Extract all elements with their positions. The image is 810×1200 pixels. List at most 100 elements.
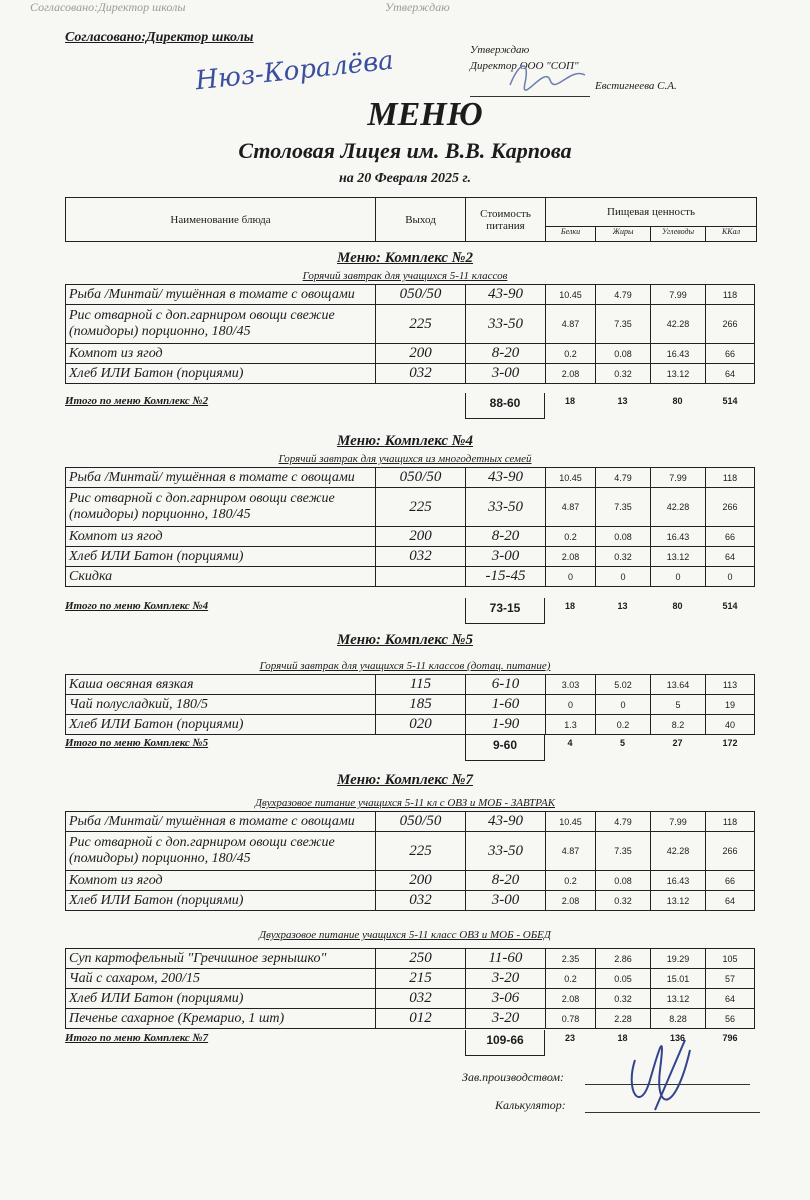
dish-name: Чай с сахаром, 200/15: [66, 969, 376, 988]
table-row: Компот из ягод 200 8-20 0.2 0.08 16.43 66: [65, 527, 755, 547]
table-row: Рис отварной с доп.гарниром овощи свежие…: [65, 488, 755, 527]
table-row: Рыба /Минтай/ тушённая в томате с овощам…: [65, 812, 755, 832]
dish-fat: 0: [596, 567, 651, 586]
table-row: Чай полусладкий, 180/5 185 1-60 0 0 5 19: [65, 695, 755, 715]
dish-name: Печенье сахарное (Кремарио, 1 шт): [66, 1009, 376, 1028]
dish-fat: 0.08: [596, 527, 651, 546]
dish-yield: 225: [376, 305, 466, 343]
table-row: Компот из ягод 200 8-20 0.2 0.08 16.43 66: [65, 871, 755, 891]
dish-kcal: 66: [706, 527, 755, 546]
dish-protein: 10.45: [546, 468, 596, 487]
dish-kcal: 0: [706, 567, 755, 586]
total-protein: 18: [564, 601, 575, 611]
dish-carbs: 16.43: [651, 344, 706, 363]
dish-name: Каша овсяная вязкая: [66, 675, 376, 694]
dish-fat: 2.86: [596, 949, 651, 968]
total-cost: 9-60: [465, 735, 545, 761]
dish-name: Хлеб ИЛИ Батон (порциями): [66, 364, 376, 383]
header-nutrition-label: Пищевая ценность: [546, 198, 756, 227]
total-carbs: 27: [672, 738, 683, 748]
dish-name: Рыба /Минтай/ тушённая в томате с овощам…: [66, 812, 376, 831]
table-row: Компот из ягод 200 8-20 0.2 0.08 16.43 66: [65, 344, 755, 364]
calculator-signature-line: [585, 1112, 760, 1113]
dish-protein: 1.3: [546, 715, 596, 734]
table-row: Скидка -15-45 0 0 0 0: [65, 567, 755, 587]
dish-cost: 3-00: [466, 891, 546, 910]
dish-fat: 0.32: [596, 891, 651, 910]
total-label: Итого по меню Комплекс №4: [65, 600, 209, 612]
dish-kcal: 57: [706, 969, 755, 988]
dish-protein: 2.08: [546, 891, 596, 910]
table-row: Рыба /Минтай/ тушённая в томате с овощам…: [65, 468, 755, 488]
dish-cost: 33-50: [466, 305, 546, 343]
table-row: Хлеб ИЛИ Батон (порциями) 032 3-00 2.08 0.32…: [65, 547, 755, 567]
approval-right-line1: Утверждаю: [470, 44, 530, 56]
dish-protein: 0: [546, 695, 596, 714]
section-title: Меню: Комплекс №4: [337, 433, 473, 449]
signature-line: [470, 96, 590, 97]
dish-kcal: 40: [706, 715, 755, 734]
dish-protein: 0.78: [546, 1009, 596, 1028]
block-subtitle: Двухразовое питание учащихся 5-11 кл с О…: [254, 797, 556, 809]
dish-carbs: 42.28: [651, 488, 706, 526]
dish-carbs: 7.99: [651, 468, 706, 487]
dish-carbs: 5: [651, 695, 706, 714]
dish-cost: 33-50: [466, 832, 546, 870]
dish-name: Рыба /Минтай/ тушённая в томате с овощам…: [66, 468, 376, 487]
dish-carbs: 13.12: [651, 989, 706, 1008]
total-row: Итого по меню Комплекс №5 9-60 4 5 27 172: [65, 735, 755, 761]
dish-carbs: 13.12: [651, 547, 706, 566]
dish-fat: 5.02: [596, 675, 651, 694]
dish-cost: 1-60: [466, 695, 546, 714]
table-row: Хлеб ИЛИ Батон (порциями) 032 3-06 2.08 0.32…: [65, 989, 755, 1009]
dish-yield: 050/50: [376, 468, 466, 487]
dish-yield: 215: [376, 969, 466, 988]
dish-protein: 2.08: [546, 547, 596, 566]
total-row: Итого по меню Комплекс №2 88-60 18 13 80 514: [65, 393, 755, 419]
table-row: Рыба /Минтай/ тушённая в томате с овощам…: [65, 285, 755, 305]
block-subtitle: Горячий завтрак для учащихся из многодет…: [278, 453, 532, 465]
table-row: Каша овсяная вязкая 115 6-10 3.03 5.02 13.64 1…: [65, 675, 755, 695]
handwritten-signature: Нюз-Коралёва: [193, 45, 396, 97]
dish-name: Скидка: [66, 567, 376, 586]
dish-fat: 7.35: [596, 832, 651, 870]
dish-name: Хлеб ИЛИ Батон (порциями): [66, 989, 376, 1008]
dish-yield: [376, 567, 466, 586]
total-row: Итого по меню Комплекс №4 73-15 18 13 80 514: [65, 598, 755, 624]
total-kcal: 172: [722, 738, 738, 748]
dish-kcal: 19: [706, 695, 755, 714]
dish-yield: 200: [376, 527, 466, 546]
dish-cost: 43-90: [466, 468, 546, 487]
dish-yield: 020: [376, 715, 466, 734]
dish-kcal: 64: [706, 364, 755, 383]
production-signature-line: [585, 1084, 750, 1085]
dish-yield: 032: [376, 364, 466, 383]
dish-name: Рис отварной с доп.гарниром овощи свежие…: [66, 488, 376, 526]
header-yield: Выход: [376, 198, 466, 241]
dish-name: Рис отварной с доп.гарниром овощи свежие…: [66, 832, 376, 870]
dish-fat: 7.35: [596, 488, 651, 526]
dish-carbs: 8.28: [651, 1009, 706, 1028]
dish-protein: 0.2: [546, 527, 596, 546]
header-name: Наименование блюда: [66, 198, 376, 241]
dish-name: Хлеб ИЛИ Батон (порциями): [66, 715, 376, 734]
header-nutrition: Пищевая ценность Белки Жиры Углеводы ККа…: [546, 198, 756, 241]
table-row: Хлеб ИЛИ Батон (порциями) 032 3-00 2.08 0.32…: [65, 364, 755, 384]
total-kcal: 796: [722, 1033, 738, 1043]
dish-yield: 250: [376, 949, 466, 968]
dish-yield: 012: [376, 1009, 466, 1028]
table-row: Хлеб ИЛИ Батон (порциями) 032 3-00 2.08 0.32…: [65, 891, 755, 911]
dish-fat: 4.79: [596, 812, 651, 831]
table-row: Рис отварной с доп.гарниром овощи свежие…: [65, 832, 755, 871]
menu-table: Каша овсяная вязкая 115 6-10 3.03 5.02 13.64 1…: [65, 674, 755, 735]
dish-protein: 4.87: [546, 832, 596, 870]
menu-table: Суп картофельный "Гречишное зернышко" 250…: [65, 948, 755, 1029]
header-protein: Белки: [546, 227, 596, 241]
dish-yield: 032: [376, 547, 466, 566]
approver-name: Евстигнеева С.А.: [595, 80, 677, 92]
dish-yield: 225: [376, 488, 466, 526]
dish-protein: 2.08: [546, 989, 596, 1008]
dish-carbs: 0: [651, 567, 706, 586]
table-row: Рис отварной с доп.гарниром овощи свежие…: [65, 305, 755, 344]
